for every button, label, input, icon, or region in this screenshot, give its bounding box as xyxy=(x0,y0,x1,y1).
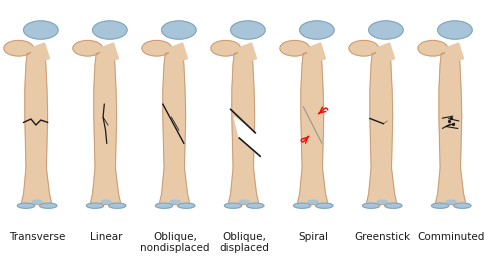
Ellipse shape xyxy=(101,200,111,203)
Polygon shape xyxy=(90,48,121,204)
Circle shape xyxy=(438,21,472,39)
Ellipse shape xyxy=(239,200,249,203)
Circle shape xyxy=(349,41,379,56)
Ellipse shape xyxy=(156,203,172,208)
Ellipse shape xyxy=(454,203,471,208)
Ellipse shape xyxy=(247,203,264,208)
Text: Spiral: Spiral xyxy=(298,232,328,242)
Ellipse shape xyxy=(446,200,456,203)
Circle shape xyxy=(73,41,102,56)
Ellipse shape xyxy=(17,203,35,208)
Polygon shape xyxy=(376,43,395,64)
Text: Greenstick: Greenstick xyxy=(354,232,411,242)
Ellipse shape xyxy=(377,200,387,203)
Ellipse shape xyxy=(32,200,42,203)
Polygon shape xyxy=(21,48,52,204)
Polygon shape xyxy=(228,48,259,204)
Polygon shape xyxy=(159,48,190,204)
Polygon shape xyxy=(238,43,256,64)
Circle shape xyxy=(300,21,334,39)
Ellipse shape xyxy=(86,203,104,208)
Ellipse shape xyxy=(431,203,449,208)
Ellipse shape xyxy=(294,203,311,208)
Polygon shape xyxy=(307,43,326,64)
Text: Oblique,
nondisplaced: Oblique, nondisplaced xyxy=(141,232,210,253)
Circle shape xyxy=(418,41,447,56)
Text: Transverse: Transverse xyxy=(9,232,65,242)
Circle shape xyxy=(92,21,127,39)
Text: Oblique,
displaced: Oblique, displaced xyxy=(219,232,269,253)
Ellipse shape xyxy=(316,203,333,208)
Polygon shape xyxy=(100,43,118,64)
Ellipse shape xyxy=(385,203,402,208)
Circle shape xyxy=(23,21,58,39)
Circle shape xyxy=(4,41,33,56)
Ellipse shape xyxy=(177,203,195,208)
Ellipse shape xyxy=(40,203,57,208)
Polygon shape xyxy=(435,48,466,204)
Polygon shape xyxy=(366,48,397,204)
Ellipse shape xyxy=(109,203,126,208)
Text: Comminuted: Comminuted xyxy=(417,232,485,242)
Ellipse shape xyxy=(362,203,380,208)
Circle shape xyxy=(142,41,171,56)
Circle shape xyxy=(211,41,241,56)
Circle shape xyxy=(280,41,310,56)
Polygon shape xyxy=(445,43,464,64)
Circle shape xyxy=(369,21,403,39)
Circle shape xyxy=(231,21,265,39)
Polygon shape xyxy=(297,48,328,204)
Ellipse shape xyxy=(225,203,242,208)
Polygon shape xyxy=(169,43,187,64)
Circle shape xyxy=(162,21,196,39)
Ellipse shape xyxy=(170,200,180,203)
Polygon shape xyxy=(234,117,260,156)
Ellipse shape xyxy=(308,200,318,203)
Polygon shape xyxy=(31,43,49,64)
Text: Linear: Linear xyxy=(90,232,122,242)
